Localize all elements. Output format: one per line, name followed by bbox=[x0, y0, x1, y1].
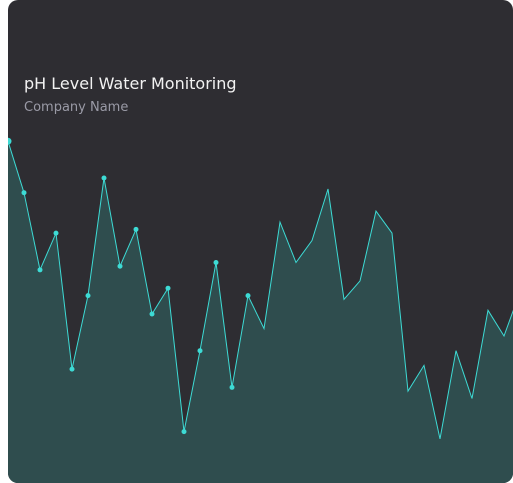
data-point bbox=[21, 190, 27, 196]
data-point bbox=[69, 366, 75, 372]
data-point bbox=[149, 311, 155, 317]
data-point bbox=[37, 267, 43, 273]
data-point bbox=[165, 285, 171, 291]
chart-subtitle: Company Name bbox=[24, 100, 129, 115]
data-point bbox=[8, 137, 12, 145]
chart-title: pH Level Water Monitoring bbox=[24, 74, 237, 93]
series-line bbox=[8, 141, 513, 440]
data-point bbox=[181, 429, 187, 435]
data-point bbox=[85, 293, 91, 299]
data-point bbox=[229, 384, 235, 390]
data-point bbox=[53, 230, 59, 236]
data-point bbox=[101, 175, 107, 181]
data-point bbox=[245, 293, 251, 299]
data-point bbox=[213, 260, 219, 265]
area-fill bbox=[8, 141, 513, 483]
data-point bbox=[117, 263, 123, 269]
area-chart bbox=[8, 137, 513, 483]
data-point bbox=[197, 348, 203, 354]
data-point bbox=[133, 226, 139, 232]
chart-card: pH Level Water Monitoring Company Name bbox=[8, 0, 513, 483]
data-markers bbox=[8, 137, 251, 435]
